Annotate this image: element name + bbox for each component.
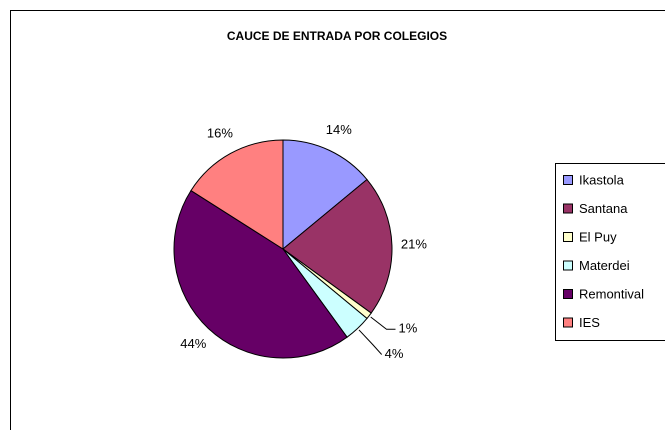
legend-swatch [563, 289, 573, 299]
chart-title: CAUCE DE ENTRADA POR COLEGIOS [227, 29, 447, 43]
legend-label: IES [579, 315, 600, 330]
legend-label: Remontival [579, 286, 644, 301]
pie-slice [282, 139, 368, 251]
pie-slice [282, 178, 393, 314]
data-label: 4% [385, 346, 404, 361]
legend-swatch [563, 260, 573, 271]
leader-line [370, 316, 396, 330]
legend-label: Santana [579, 201, 628, 216]
data-label: 16% [207, 126, 233, 141]
legend-swatch [563, 203, 573, 214]
data-label: 1% [399, 321, 418, 336]
leader-line [358, 329, 383, 355]
pie-slice [190, 139, 284, 250]
data-label: 14% [326, 122, 352, 137]
legend-label: El Puy [579, 229, 617, 244]
legend-swatch [563, 175, 573, 185]
legend-swatch [563, 317, 573, 328]
legend-label: Materdei [579, 258, 630, 273]
data-label: 21% [401, 236, 427, 251]
pie-slice [173, 189, 348, 359]
legend-label: Ikastola [579, 172, 625, 187]
legend-box [555, 163, 665, 341]
legend-swatch [563, 232, 573, 242]
data-label: 44% [180, 336, 206, 351]
